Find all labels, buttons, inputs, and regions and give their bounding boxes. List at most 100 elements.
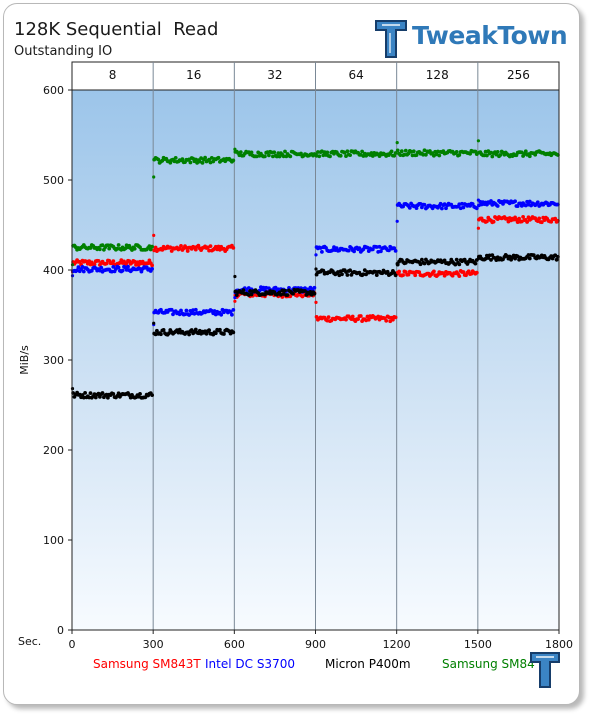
point xyxy=(185,249,190,253)
point xyxy=(161,328,166,332)
point xyxy=(321,268,326,273)
point xyxy=(379,249,383,254)
point xyxy=(345,149,350,154)
group-label-32: 32 xyxy=(267,68,282,82)
point xyxy=(92,262,97,267)
point xyxy=(179,244,183,248)
point xyxy=(207,157,212,162)
point xyxy=(248,289,253,293)
point xyxy=(437,153,442,158)
legend-entry-3: Samsung SM84 xyxy=(442,657,535,671)
point xyxy=(407,206,412,210)
point xyxy=(474,270,479,275)
point xyxy=(539,220,544,225)
point xyxy=(138,392,142,396)
point xyxy=(366,317,371,322)
point xyxy=(193,307,198,312)
point xyxy=(116,243,121,247)
point xyxy=(358,314,363,318)
point xyxy=(126,264,130,269)
point xyxy=(461,270,466,274)
point xyxy=(150,393,155,397)
point xyxy=(474,206,479,211)
point xyxy=(457,262,462,267)
point xyxy=(106,395,110,400)
point xyxy=(153,245,158,250)
point xyxy=(373,269,378,274)
point xyxy=(473,261,478,266)
point xyxy=(150,267,155,271)
point xyxy=(417,270,422,275)
point xyxy=(377,154,382,159)
point xyxy=(314,300,318,304)
point xyxy=(150,244,155,249)
point xyxy=(523,149,528,154)
group-label-16: 16 xyxy=(186,68,201,82)
point xyxy=(384,318,389,323)
point xyxy=(389,149,394,154)
point xyxy=(222,332,226,336)
group-label-8: 8 xyxy=(109,68,117,82)
point xyxy=(360,149,364,154)
point xyxy=(96,259,101,263)
point xyxy=(99,265,104,270)
point xyxy=(527,256,532,261)
point xyxy=(457,153,462,157)
point xyxy=(200,161,205,165)
point xyxy=(184,308,189,313)
point xyxy=(414,206,419,211)
point xyxy=(110,269,114,274)
point xyxy=(83,391,87,395)
point xyxy=(208,244,213,249)
point xyxy=(495,150,500,154)
point xyxy=(88,391,93,395)
point xyxy=(350,314,355,319)
point xyxy=(155,328,159,333)
point xyxy=(460,201,464,206)
point xyxy=(402,152,407,157)
point xyxy=(273,285,278,290)
point xyxy=(312,291,317,296)
point xyxy=(362,268,367,272)
point xyxy=(454,257,459,262)
point xyxy=(424,152,428,157)
point xyxy=(233,299,237,303)
point xyxy=(527,154,532,159)
point xyxy=(267,153,271,158)
point xyxy=(413,273,418,278)
point xyxy=(288,154,293,159)
point xyxy=(403,261,408,265)
point xyxy=(136,263,141,267)
point xyxy=(411,149,416,154)
point xyxy=(485,153,489,158)
point xyxy=(152,175,156,179)
point xyxy=(111,392,116,396)
point xyxy=(314,253,318,257)
point xyxy=(285,293,290,297)
point xyxy=(444,206,448,211)
point xyxy=(193,327,198,332)
y-tick-label-0: 0 xyxy=(57,624,64,637)
y-axis-label: MiB/s xyxy=(18,345,31,375)
point xyxy=(461,205,466,210)
point xyxy=(184,245,189,250)
point xyxy=(491,219,496,224)
point xyxy=(111,265,116,269)
y-tick-label-300: 300 xyxy=(43,354,64,367)
point xyxy=(395,262,399,266)
point xyxy=(554,257,559,262)
legend-entry-0: Samsung SM843T xyxy=(93,657,201,671)
point xyxy=(406,272,411,277)
logo-text: TweakTown xyxy=(412,21,568,50)
point xyxy=(476,139,480,143)
point xyxy=(183,312,187,317)
y-tick-label-100: 100 xyxy=(43,534,64,547)
point xyxy=(275,154,279,159)
point xyxy=(357,246,362,251)
y-tick-label-500: 500 xyxy=(43,174,64,187)
point xyxy=(393,249,398,253)
point xyxy=(440,206,444,211)
point xyxy=(312,285,317,290)
point xyxy=(107,246,112,251)
